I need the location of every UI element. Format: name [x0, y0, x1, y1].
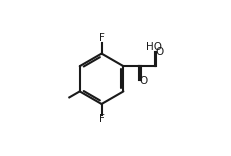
Text: O: O: [155, 47, 164, 57]
Text: F: F: [99, 33, 104, 43]
Text: F: F: [99, 114, 104, 124]
Text: HO: HO: [146, 42, 162, 52]
Text: O: O: [140, 76, 148, 86]
